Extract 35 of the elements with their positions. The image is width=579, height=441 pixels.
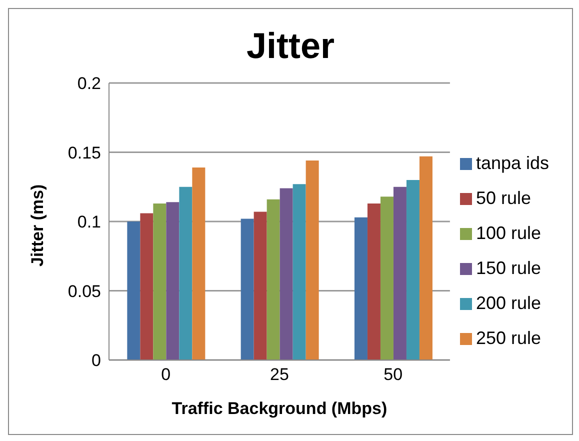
chart-title: Jitter bbox=[245, 25, 336, 68]
legend-label: 200 rule bbox=[476, 292, 541, 312]
legend-label: 50 rule bbox=[476, 188, 531, 208]
bar bbox=[153, 203, 166, 360]
x-tick-label: 0 bbox=[161, 365, 171, 384]
legend-label: 100 rule bbox=[476, 222, 541, 242]
x-tick-label: 50 bbox=[384, 365, 403, 384]
bar bbox=[367, 203, 380, 360]
bar bbox=[292, 184, 306, 360]
y-tick-label: 0.1 bbox=[77, 212, 101, 232]
bar bbox=[140, 213, 154, 360]
y-tick-label: 0.2 bbox=[77, 74, 101, 94]
y-tick-label: 0 bbox=[92, 351, 101, 370]
y-tick-label: 0.15 bbox=[68, 143, 101, 162]
bar bbox=[254, 212, 267, 360]
bar bbox=[280, 188, 293, 360]
bar bbox=[354, 217, 368, 360]
bar bbox=[179, 186, 192, 360]
bar bbox=[240, 218, 254, 360]
y-tick-label: 0.05 bbox=[68, 282, 101, 301]
x-axis-title: Traffic Background (Mbps) bbox=[172, 399, 388, 418]
y-axis-title: Jitter (ms) bbox=[28, 184, 48, 266]
bar bbox=[192, 167, 206, 360]
bar bbox=[166, 202, 180, 360]
legend-label: 150 rule bbox=[476, 258, 541, 278]
bar bbox=[380, 196, 394, 360]
bar bbox=[306, 160, 319, 360]
legend-label: tanpa ids bbox=[476, 152, 549, 172]
bar bbox=[393, 186, 406, 360]
bar bbox=[127, 222, 140, 360]
bar bbox=[406, 180, 420, 360]
legend-label: 250 rule bbox=[476, 328, 541, 348]
bar bbox=[266, 199, 280, 360]
bar bbox=[419, 156, 432, 360]
x-tick-label: 25 bbox=[270, 365, 289, 384]
